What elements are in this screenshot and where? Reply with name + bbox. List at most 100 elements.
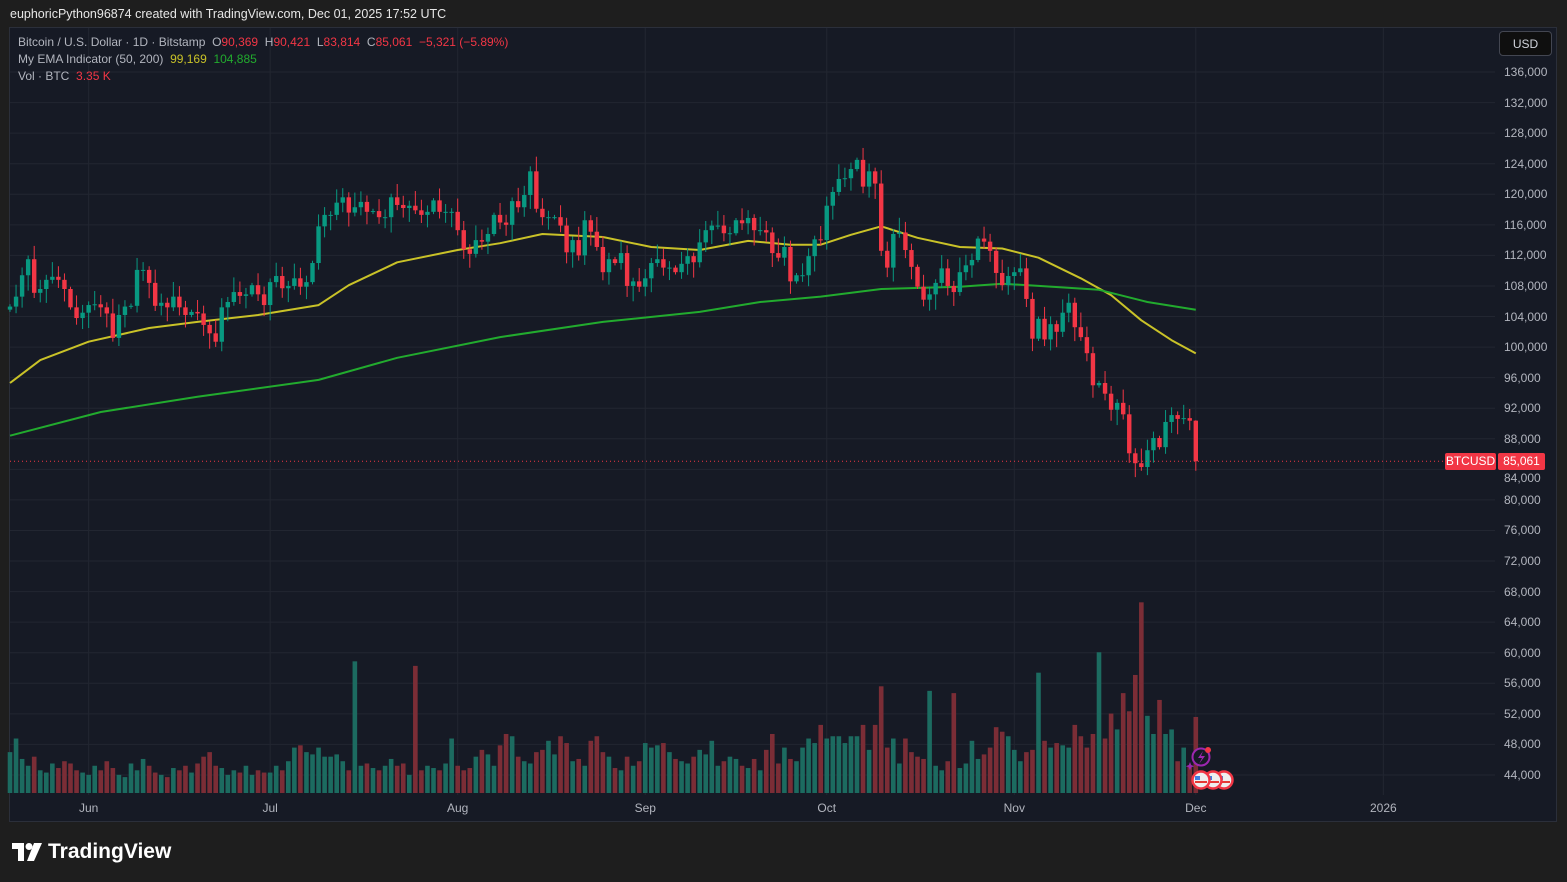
candle-down	[237, 292, 243, 296]
volume-bar	[903, 738, 908, 793]
ema-legend[interactable]: My EMA Indicator (50, 200) 99,169 104,88…	[18, 52, 257, 66]
candle-up	[189, 311, 194, 315]
volume-bar	[92, 765, 97, 793]
volume-bar	[751, 758, 757, 793]
volume-bar	[564, 743, 569, 793]
volume-bar	[158, 774, 164, 793]
candle-down	[255, 285, 261, 295]
ema-indicator-name[interactable]: My EMA Indicator (50, 200)	[18, 52, 164, 66]
volume-bar	[443, 763, 448, 793]
last-price-label: 85,061	[1498, 452, 1545, 470]
candle-up	[1163, 421, 1168, 448]
candle-up	[703, 230, 708, 243]
candle-down	[534, 171, 539, 209]
volume-bar	[1078, 736, 1084, 793]
candle-down	[437, 200, 442, 212]
candle-up	[304, 282, 309, 287]
candle-down	[104, 307, 109, 314]
candle-down	[879, 183, 884, 251]
volume-indicator-name[interactable]: Vol · BTC	[18, 69, 70, 83]
chart-frame[interactable]	[9, 27, 1557, 822]
candle-up	[316, 226, 321, 264]
volume-bar	[1145, 715, 1150, 793]
candle-down	[1090, 353, 1096, 386]
candle-up	[225, 301, 230, 308]
price-tick-label: 92,000	[1504, 401, 1541, 416]
volume-bar	[776, 763, 781, 793]
price-tick-label: 44,000	[1504, 767, 1541, 782]
volume-bar	[322, 756, 327, 793]
volume-bar	[921, 758, 926, 793]
candle-down	[721, 225, 727, 234]
candle-down	[885, 250, 890, 268]
candle-down	[195, 311, 200, 314]
candle-up	[830, 191, 835, 206]
candle-up	[425, 211, 430, 215]
candle-up	[854, 159, 860, 170]
candle-up	[1036, 318, 1041, 339]
candle-up	[927, 294, 932, 300]
volume-bar	[68, 763, 73, 793]
candle-up	[449, 211, 454, 213]
volume-bar	[1169, 729, 1174, 793]
change-value: −5,321 (−5.89%)	[418, 35, 509, 49]
volume-bar	[80, 772, 85, 793]
candle-up	[812, 239, 817, 257]
volume-bar	[1024, 752, 1029, 793]
volume-bar	[685, 763, 690, 793]
volume-bar	[50, 763, 55, 793]
candle-up	[322, 214, 327, 227]
us-flag-event-icon[interactable]	[1191, 770, 1211, 790]
volume-bar	[467, 768, 473, 793]
candle-down	[576, 240, 581, 256]
volume-bar	[183, 765, 188, 793]
candle-up	[618, 253, 624, 264]
volume-bar	[588, 740, 594, 793]
tradingview-logo[interactable]: TradingView	[12, 840, 171, 864]
volume-bar	[473, 756, 479, 793]
symbol-description[interactable]: Bitcoin / U.S. Dollar · 1D · Bitstamp	[18, 35, 206, 49]
volume-bar	[534, 752, 539, 793]
volume-bar	[1187, 765, 1193, 793]
volume-bar	[128, 763, 134, 793]
volume-value: 3.35 K	[76, 69, 111, 83]
volume-bar	[1108, 713, 1114, 793]
currency-button[interactable]: USD	[1499, 31, 1552, 56]
candle-up	[86, 305, 91, 313]
volume-bar	[237, 772, 243, 793]
symbol-price-label: BTCUSD	[1445, 452, 1496, 470]
candle-down	[146, 269, 152, 283]
event-markers[interactable]	[1185, 747, 1234, 790]
candle-down	[1102, 382, 1108, 394]
volume-bar	[715, 765, 721, 793]
volume-bar	[636, 761, 642, 793]
volume-bar	[491, 765, 497, 793]
ohlc-legend[interactable]: Bitcoin / U.S. Dollar · 1D · Bitstamp O9…	[18, 35, 508, 49]
volume-bar	[582, 765, 588, 793]
volume-bar	[1060, 745, 1065, 793]
candle-up	[443, 211, 448, 213]
candle-up	[697, 242, 702, 263]
volume-bar	[788, 758, 793, 793]
candle-down	[1000, 272, 1005, 286]
candle-down	[261, 294, 267, 306]
candle-down	[1024, 268, 1029, 299]
candle-up	[231, 292, 237, 302]
candle-down	[909, 250, 914, 267]
candle-down	[981, 238, 987, 242]
volume-bar	[655, 745, 660, 793]
candle-up	[891, 233, 896, 268]
candle-up	[848, 169, 854, 179]
price-tick-label: 104,000	[1504, 309, 1548, 324]
close-value: 85,061	[375, 35, 413, 49]
ema200-line	[9, 282, 1196, 437]
volume-bar	[528, 763, 533, 793]
close-label: C	[366, 35, 376, 49]
candle-up	[800, 275, 805, 277]
low-label: L	[316, 35, 324, 49]
candle-up	[38, 289, 43, 293]
volume-legend[interactable]: Vol · BTC 3.35 K	[18, 69, 111, 83]
candle-up	[334, 202, 339, 215]
candle-down	[1121, 402, 1126, 415]
